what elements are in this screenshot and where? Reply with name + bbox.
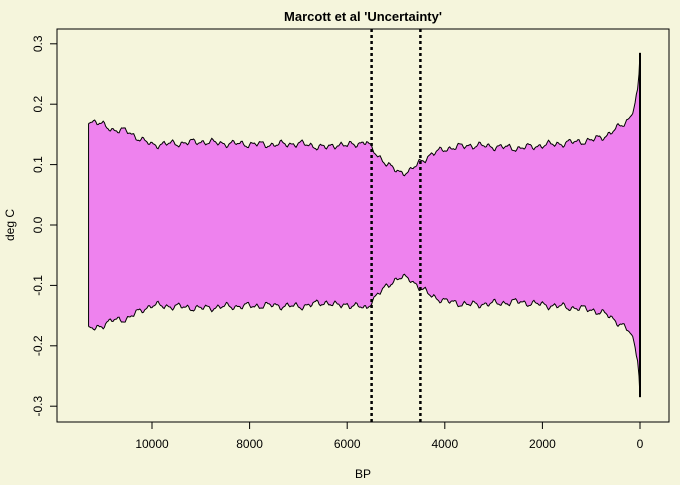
y-tick-label: 0.2 xyxy=(31,96,45,113)
chart-title: Marcott et al 'Uncertainty' xyxy=(284,9,442,24)
x-tick-label: 2000 xyxy=(529,437,556,451)
band-layer xyxy=(88,52,641,398)
x-axis-label: BP xyxy=(355,467,371,480)
y-tick-label: -0.3 xyxy=(31,396,45,417)
band-upper-edge xyxy=(88,52,641,177)
x-tick-label: 8000 xyxy=(236,437,263,451)
y-axis: -0.3 -0.2 -0.1 0.0 0.1 0.2 0.3 xyxy=(31,35,58,417)
y-tick-label: -0.2 xyxy=(31,335,45,356)
x-tick-label: 10000 xyxy=(135,437,169,451)
x-tick-label: 0 xyxy=(637,437,644,451)
x-axis: 10000 8000 6000 4000 2000 0 xyxy=(135,421,644,451)
y-tick-label: 0.1 xyxy=(31,156,45,173)
x-tick-label: 4000 xyxy=(431,437,458,451)
band-lower-edge xyxy=(88,273,641,398)
y-axis-label: deg C xyxy=(3,209,17,241)
y-tick-label: -0.1 xyxy=(31,275,45,296)
y-tick-label: 0.0 xyxy=(31,216,45,233)
x-tick-label: 6000 xyxy=(334,437,361,451)
uncertainty-band xyxy=(88,52,641,398)
y-tick-label: 0.3 xyxy=(31,35,45,52)
